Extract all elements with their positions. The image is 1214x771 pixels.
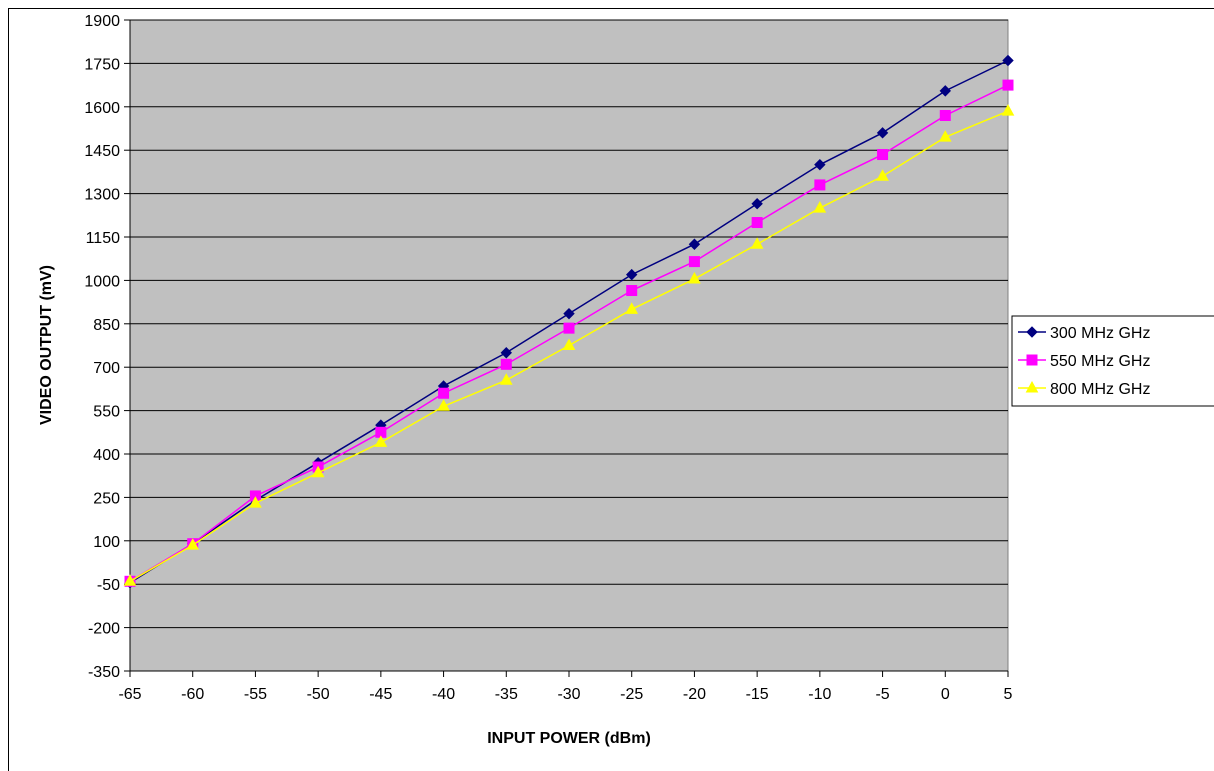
x-tick-label: -45 (369, 686, 392, 703)
y-tick-label: 700 (93, 360, 120, 377)
data-point (626, 285, 638, 297)
series-lines (123, 54, 1015, 589)
x-tick-label: -35 (495, 686, 518, 703)
legend-label: 550 MHz GHz (1050, 353, 1150, 370)
y-tick-label: 1450 (84, 143, 120, 160)
x-tick-label: -55 (244, 686, 267, 703)
x-axis-title: INPUT POWER (dBm) (487, 730, 651, 747)
data-point (939, 85, 951, 97)
y-axis-title: VIDEO OUTPUT (mV) (38, 265, 55, 425)
data-point (438, 387, 450, 399)
data-point (1002, 54, 1014, 67)
data-point (563, 322, 575, 334)
legend-label: 300 MHz GHz (1050, 325, 1150, 342)
data-point (249, 496, 262, 508)
chart-frame (8, 8, 1214, 771)
data-point (688, 256, 700, 268)
legend-items: 300 MHz GHz 550 MHz GHz 800 MHz GHz (1018, 325, 1150, 398)
data-point (688, 238, 701, 250)
legend: 300 MHz GHz 550 MHz GHz 800 MHz GHz (1011, 315, 1214, 407)
y-tick-label: 1600 (84, 100, 120, 117)
x-tick-label: -65 (118, 686, 141, 703)
legend-item: 300 MHz GHz (1018, 325, 1150, 342)
data-point (877, 149, 889, 161)
data-point (1002, 79, 1014, 91)
data-point (374, 435, 388, 447)
x-tick-label: 5 (1004, 686, 1013, 703)
data-point (1025, 380, 1039, 393)
y-tick-label: 400 (93, 447, 120, 464)
data-point (499, 373, 513, 385)
data-point (311, 465, 325, 478)
y-tick-label: 250 (93, 490, 120, 507)
y-axis-ticks: -350 -200 -50 100 250 400 550 700 850 1000 1150 130… (84, 13, 131, 681)
data-point (186, 538, 200, 550)
legend-item: 800 MHz GHz (1018, 380, 1150, 398)
data-point (123, 574, 137, 586)
x-tick-label: -50 (307, 686, 330, 703)
y-tick-label: 850 (93, 317, 120, 334)
series-3 (123, 104, 1015, 586)
data-point (750, 237, 764, 249)
x-tick-label: -10 (808, 686, 831, 703)
data-point (751, 217, 763, 229)
data-point (563, 307, 575, 320)
x-tick-label: -40 (432, 686, 455, 703)
y-tick-label: 1300 (84, 187, 120, 204)
x-tick-label: -25 (620, 686, 643, 703)
x-tick-label: -15 (746, 686, 769, 703)
x-tick-label: -5 (875, 686, 889, 703)
x-tick-label: -20 (683, 686, 706, 703)
data-point (939, 109, 951, 121)
data-point (814, 158, 826, 171)
x-axis-ticks: -65 -60 -55 -50 -45 -40 -35 -30 -25 -20 -15 -10 -5 0 5 (118, 670, 1013, 703)
y-tick-label: 1750 (84, 56, 120, 73)
data-point (437, 399, 450, 411)
data-point (500, 358, 512, 370)
data-point (814, 179, 826, 191)
y-tick-label: -50 (97, 577, 120, 594)
legend-box (1011, 315, 1214, 407)
x-tick-label: 0 (941, 686, 950, 703)
y-tick-label: 1000 (84, 273, 120, 290)
x-tick-label: -30 (557, 686, 580, 703)
data-point (751, 198, 763, 210)
data-point (813, 201, 827, 213)
y-tick-label: 100 (93, 534, 120, 551)
data-point (688, 271, 701, 284)
x-tick-label: -60 (181, 686, 204, 703)
legend-item: 550 MHz GHz (1018, 353, 1150, 370)
data-point (876, 169, 889, 181)
y-tick-label: -350 (88, 664, 120, 681)
data-point (1026, 326, 1038, 338)
data-point (938, 130, 952, 142)
data-point (876, 127, 889, 139)
y-tick-label: -200 (88, 621, 120, 638)
y-tick-label: 1900 (84, 13, 120, 30)
data-point (625, 302, 639, 314)
data-point (1001, 104, 1015, 116)
data-point (500, 347, 512, 359)
y-tick-label: 1150 (86, 230, 121, 247)
y-tick-label: 550 (93, 404, 120, 421)
data-point (1026, 354, 1038, 366)
data-point (626, 268, 638, 281)
data-point (562, 338, 576, 350)
legend-label: 800 MHz GHz (1050, 381, 1150, 398)
